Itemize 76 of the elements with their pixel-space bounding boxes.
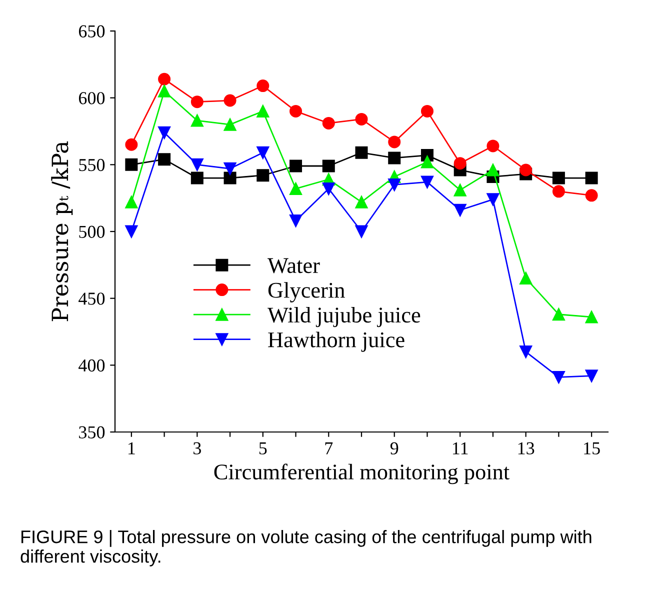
point	[125, 196, 138, 208]
point	[552, 370, 565, 384]
y-tick-label: 550	[79, 158, 105, 172]
point	[256, 80, 270, 92]
point	[486, 193, 500, 206]
point	[190, 158, 204, 171]
x-tick-label: 5	[259, 442, 267, 454]
point	[158, 84, 171, 98]
x-tick-label: 3	[194, 442, 201, 454]
x-tick-label: 1	[128, 442, 135, 454]
point	[290, 160, 302, 172]
x-axis-title: Circumferential monitoring point	[214, 464, 510, 484]
caption: FIGURE 9 | Total pressure on volute casing of the centrifugal pump with different viscosity.	[20, 530, 592, 566]
point	[388, 136, 401, 148]
point	[552, 185, 565, 198]
y-tick-label: 500	[79, 226, 105, 238]
point	[158, 72, 171, 86]
legend-label: Wild jujube juice	[268, 306, 420, 328]
point	[585, 172, 598, 184]
point	[585, 310, 598, 324]
point	[158, 126, 171, 139]
point	[355, 225, 368, 238]
point	[585, 370, 598, 382]
point	[486, 140, 500, 152]
point	[224, 118, 236, 131]
point	[585, 189, 598, 202]
point	[552, 308, 565, 321]
point	[420, 176, 434, 188]
legend-label: Glycerin	[268, 282, 345, 302]
point	[520, 272, 532, 285]
y-tick-label: 400	[78, 359, 105, 372]
y-tick-label: 650	[78, 25, 105, 38]
point	[125, 138, 138, 151]
point	[454, 184, 466, 196]
point	[322, 160, 335, 172]
x-tick-label: 13	[518, 442, 534, 454]
x-tick-label: 9	[390, 442, 398, 454]
legend-label: Hawthorn juice	[268, 332, 404, 352]
point	[224, 172, 236, 184]
point	[256, 146, 270, 159]
point	[322, 116, 335, 130]
x-tick-label: 11	[453, 442, 468, 454]
point	[520, 164, 532, 176]
legend-label: Water	[268, 258, 320, 274]
point	[355, 146, 368, 159]
point	[125, 225, 138, 238]
point	[256, 104, 270, 118]
point	[125, 158, 138, 171]
y-tick-label: 450	[78, 292, 105, 305]
point	[190, 96, 204, 108]
point	[290, 104, 302, 118]
x-tick-label: 15	[584, 442, 600, 454]
point	[486, 164, 500, 176]
x-tick-label: 7	[325, 442, 333, 454]
point	[224, 162, 236, 175]
point	[190, 172, 204, 184]
y-tick-label: 600	[78, 92, 105, 104]
point	[388, 152, 401, 164]
y-tick-label: 350	[79, 426, 105, 438]
point	[420, 104, 434, 118]
point	[290, 214, 302, 228]
point	[224, 94, 236, 107]
point	[322, 182, 335, 195]
point	[190, 114, 204, 127]
point	[420, 156, 434, 168]
point	[454, 157, 466, 170]
point	[256, 169, 270, 182]
point	[520, 346, 532, 358]
point	[454, 204, 466, 216]
point	[355, 196, 368, 208]
y-axis-title: Pressure pₜ /kPa	[51, 141, 73, 322]
point	[290, 182, 302, 195]
point	[158, 153, 171, 166]
point	[552, 172, 565, 184]
point	[388, 178, 401, 191]
point	[355, 112, 368, 126]
